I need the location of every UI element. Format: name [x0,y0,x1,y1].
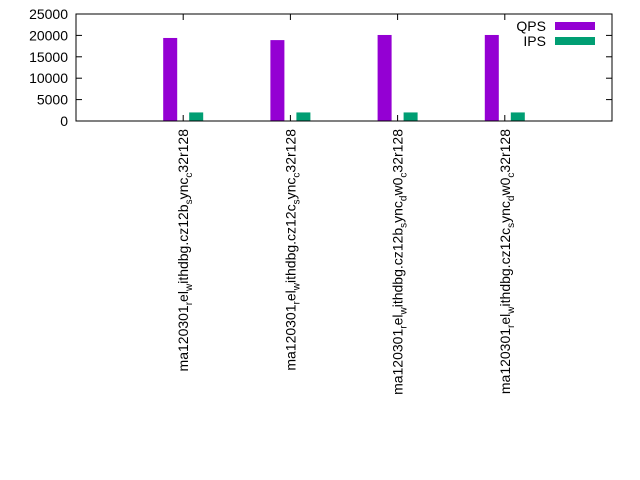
legend-swatch-ips [555,37,595,45]
y-axis: 0 5000 10000 15000 20000 25000 [29,6,612,129]
bar-qps-2 [377,34,392,121]
x-category-label-part-0-5: s [184,199,195,204]
x-category-label-part-1-8: 32r128 [282,129,298,173]
plot-frame [75,13,613,122]
x-category-label-part-3-5: s [506,223,517,228]
x-category-label-part-1-7: c [291,173,302,178]
y-tick-label-3: 15000 [29,49,68,65]
x-category-label-group-0: ma120301relwithdbg.cz12bsyncc32r128 [175,129,195,372]
x-category-label-0: ma120301relwithdbg.cz12bsyncc32r128 [175,129,195,372]
x-category-label-2: ma120301relwithdbg.cz12bsyncdw0c32r128 [390,129,410,395]
x-category-label-part-1-3: w [291,282,302,291]
x-category-label-part-2-7: d [399,196,410,202]
bar-qps-0 [163,37,178,121]
y-tick-label-0: 0 [60,113,68,129]
x-category-label-part-1-6: ync [282,178,298,200]
bar-ips-3 [510,112,525,121]
x-category-label-part-2-0: ma120301 [390,329,406,395]
x-category-label-part-1-1: r [291,300,302,304]
x-category-label-part-3-6: ync [497,201,513,223]
x-category-label-part-2-4: ithdbg.cz12b [390,228,406,308]
x-category-label-part-2-5: s [399,223,410,228]
y-tick-label-1: 5000 [37,92,68,108]
x-category-label-part-1-4: ithdbg.cz12c [282,204,298,283]
legend-swatch-qps [555,22,595,30]
x-category-label-part-3-7: d [506,196,517,202]
x-category-label-part-2-2: el [390,315,406,326]
x-category-label-part-2-3: w [399,307,410,316]
x-category-label-part-3-10: 32r128 [497,129,513,173]
x-category-label-part-1-5: s [291,199,302,204]
x-category-label-group-1: ma120301relwithdbg.cz12csyncc32r128 [282,129,302,371]
x-category-label-part-0-8: 32r128 [175,129,191,173]
x-category-label-part-2-8: w0 [390,177,406,196]
x-category-label-part-3-1: r [506,324,517,328]
x-category-label-part-3-2: el [497,314,513,325]
x-category-label-part-0-2: el [175,291,191,302]
x-category-label-part-0-0: ma120301 [175,305,191,371]
x-category-label-part-3-0: ma120301 [497,328,513,394]
x-category-label-part-3-3: w [506,306,517,315]
bars-layer [163,34,525,121]
x-category-label-part-0-6: ync [175,178,191,200]
y-tick-label-2: 10000 [29,70,68,86]
x-category-label-part-3-9: c [506,173,517,178]
legend-label-qps: QPS [516,18,546,34]
x-category-label-part-2-9: c [399,173,410,178]
x-category-label-part-1-2: el [282,290,298,301]
bar-ips-2 [403,112,418,121]
x-category-label-part-2-6: ync [390,201,406,223]
x-category-label-group-3: ma120301relwithdbg.cz12csyncdw0c32r128 [497,129,517,394]
x-category-label-part-2-1: r [399,325,410,329]
x-category-label-part-3-8: w0 [497,177,513,196]
bar-ips-1 [296,112,311,121]
x-category-label-part-0-1: r [184,301,195,305]
x-category-label-1: ma120301relwithdbg.cz12csyncc32r128 [282,129,302,371]
bar-ips-0 [189,112,204,121]
x-category-label-part-3-4: ithdbg.cz12c [497,228,513,307]
y-tick-label-4: 20000 [29,27,68,43]
bar-qps-3 [484,34,499,121]
x-category-label-part-0-3: w [184,283,195,292]
x-axis: ma120301relwithdbg.cz12bsyncc32r128ma120… [175,14,517,395]
legend-label-ips: IPS [523,33,546,49]
x-category-label-part-0-7: c [184,173,195,178]
x-category-label-part-1-0: ma120301 [282,304,298,370]
bar-qps-1 [270,40,285,121]
x-category-label-3: ma120301relwithdbg.cz12csyncdw0c32r128 [497,129,517,394]
x-category-label-group-2: ma120301relwithdbg.cz12bsyncdw0c32r128 [390,129,410,395]
x-category-label-part-0-4: ithdbg.cz12b [175,204,191,284]
x-category-label-part-2-10: 32r128 [390,129,406,173]
y-tick-label-5: 25000 [29,6,68,22]
